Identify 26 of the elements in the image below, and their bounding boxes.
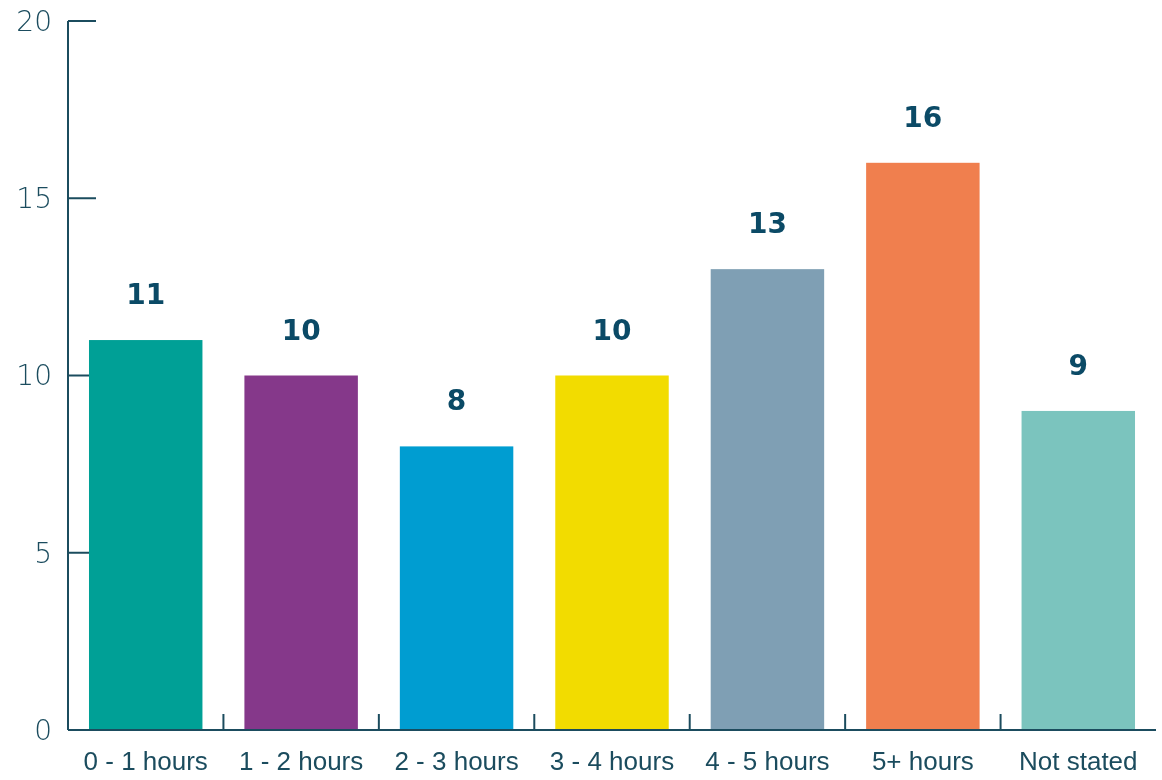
x-tick-label: Not stated [1019, 746, 1138, 776]
y-tick-label: 15 [16, 182, 52, 216]
bar [710, 269, 825, 730]
data-label: 10 [592, 313, 632, 347]
data-label: 11 [126, 278, 166, 312]
bar [555, 375, 669, 730]
bar [399, 446, 514, 730]
y-tick-label: 5 [34, 536, 52, 570]
data-label: 13 [747, 207, 787, 241]
x-tick-label: 4 - 5 hours [705, 746, 830, 776]
data-label: 9 [1068, 348, 1089, 382]
data-label: 16 [903, 100, 943, 134]
bar [88, 340, 203, 730]
y-tick-label: 0 [34, 713, 52, 747]
y-tick-label: 20 [16, 4, 52, 38]
y-tick-label: 10 [16, 359, 52, 393]
bar [244, 375, 358, 730]
data-label: 8 [446, 384, 467, 418]
x-tick-label: 3 - 4 hours [549, 746, 675, 776]
bar [866, 162, 980, 730]
x-tick-label: 2 - 3 hours [394, 746, 519, 776]
x-tick-label: 5+ hours [871, 746, 974, 776]
x-tick-label: 0 - 1 hours [83, 746, 208, 776]
data-label: 10 [281, 313, 321, 347]
x-tick-label: 1 - 2 hours [238, 746, 364, 776]
bar [1021, 410, 1136, 730]
